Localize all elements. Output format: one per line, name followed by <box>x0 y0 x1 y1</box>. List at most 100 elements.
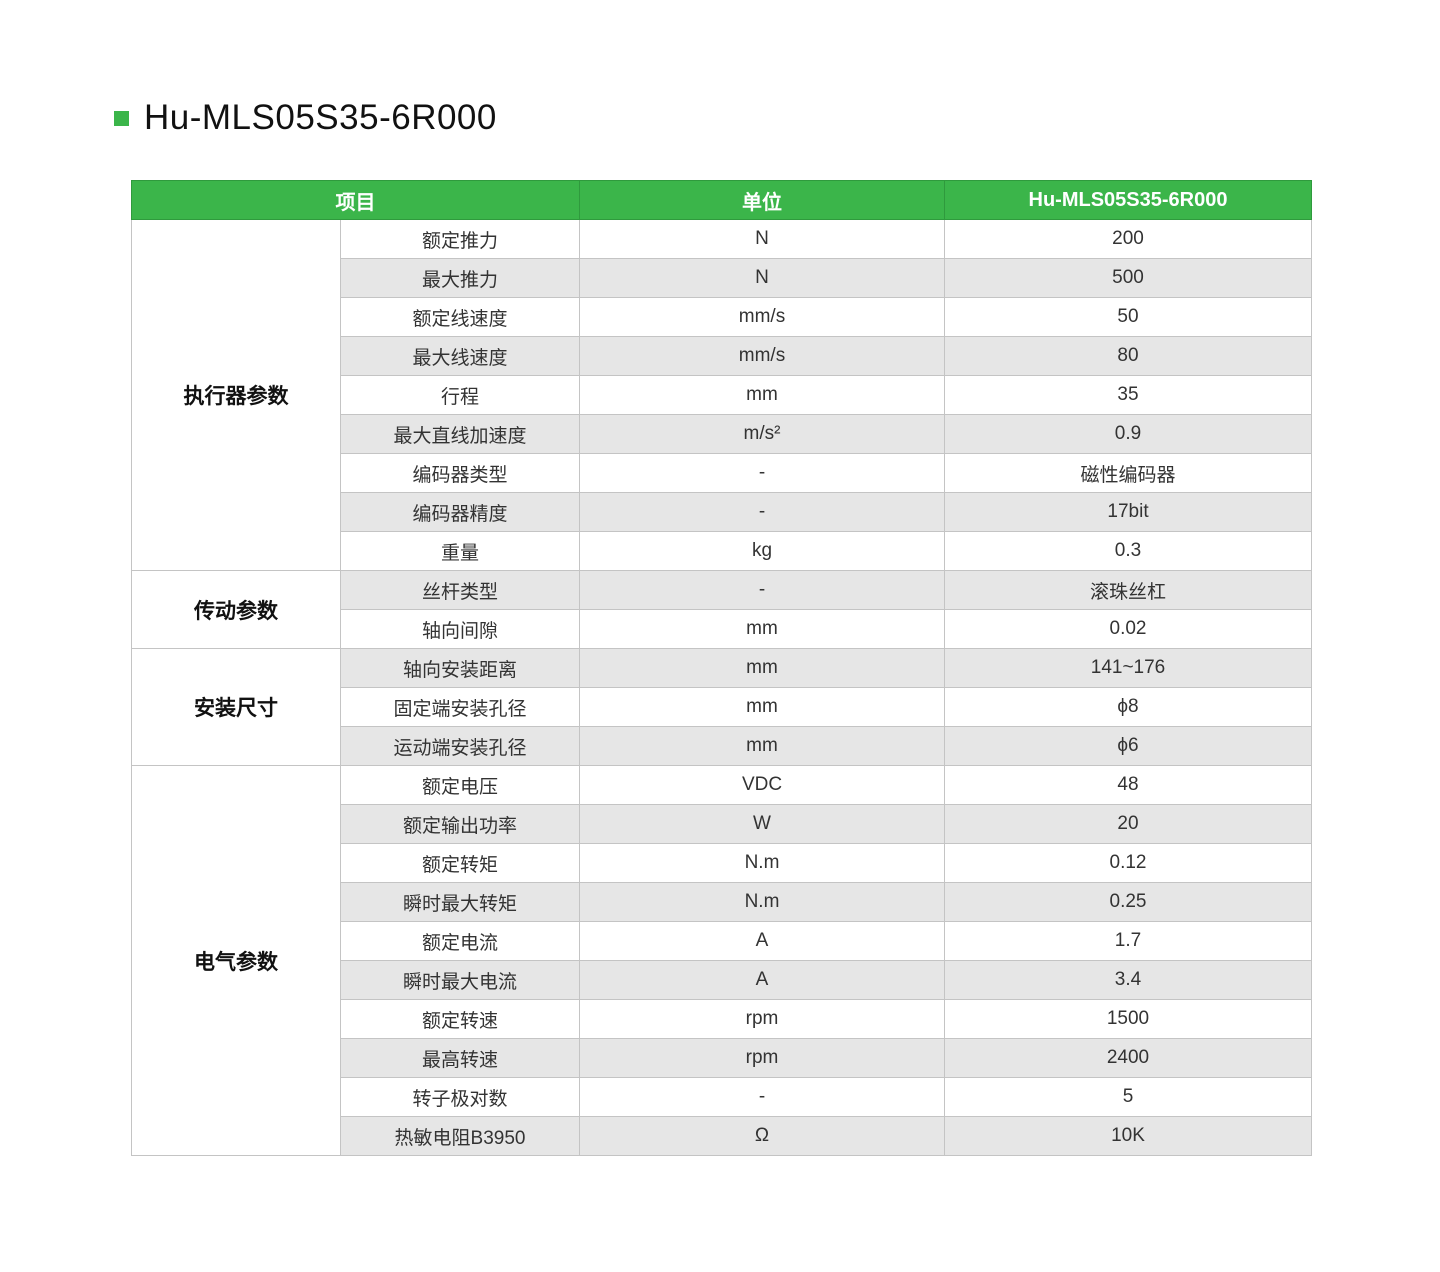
cell-item: 编码器类型 <box>340 453 580 493</box>
cell-item: 额定输出功率 <box>340 804 580 844</box>
cell-item: 额定推力 <box>340 219 580 259</box>
group-label: 电气参数 <box>131 765 341 1156</box>
table-row: 运动端安装孔径 mm ϕ6 <box>132 726 1312 766</box>
cell-value: ϕ8 <box>944 687 1312 727</box>
table-row: 额定线速度 mm/s 50 <box>132 297 1312 337</box>
cell-item: 额定线速度 <box>340 297 580 337</box>
cell-item: 运动端安装孔径 <box>340 726 580 766</box>
table-row: 传动参数 丝杆类型 - 滚珠丝杠 <box>131 570 1312 649</box>
cell-unit: mm <box>579 609 945 649</box>
cell-unit: A <box>579 960 945 1000</box>
cell-item: 最大线速度 <box>340 336 580 376</box>
cell-item: 额定转速 <box>340 999 580 1039</box>
cell-value: 2400 <box>944 1038 1312 1078</box>
table-row: 瞬时最大转矩 N.m 0.25 <box>132 882 1312 922</box>
cell-unit: - <box>579 1077 945 1117</box>
cell-value: 1.7 <box>944 921 1312 961</box>
cell-value: 1500 <box>944 999 1312 1039</box>
cell-value: 0.3 <box>944 531 1312 571</box>
cell-value: 磁性编码器 <box>944 453 1312 493</box>
cell-value: 20 <box>944 804 1312 844</box>
table-row: 瞬时最大电流 A 3.4 <box>132 960 1312 1000</box>
title-text: Hu-MLS05S35-6R000 <box>144 98 497 137</box>
cell-unit: N <box>579 219 945 259</box>
table-row: 编码器类型 - 磁性编码器 <box>132 453 1312 493</box>
cell-unit: N.m <box>579 882 945 922</box>
cell-unit: A <box>579 921 945 961</box>
cell-unit: mm <box>579 648 945 688</box>
cell-item: 瞬时最大转矩 <box>340 882 580 922</box>
table-row: 热敏电阻B3950 Ω 10K <box>132 1116 1312 1156</box>
table-row: 额定转矩 N.m 0.12 <box>132 843 1312 883</box>
cell-value: 50 <box>944 297 1312 337</box>
cell-item: 行程 <box>340 375 580 415</box>
spec-table: 项目 单位 Hu-MLS05S35-6R000 执行器参数 额定推力 N 200 最大推… <box>131 180 1312 1156</box>
cell-unit: m/s² <box>579 414 945 454</box>
cell-unit: rpm <box>579 1038 945 1078</box>
cell-unit: W <box>579 804 945 844</box>
table-row: 执行器参数 额定推力 N 200 <box>131 219 1312 571</box>
table-row: 最大推力 N 500 <box>132 258 1312 298</box>
cell-item: 额定转矩 <box>340 843 580 883</box>
table-row: 最高转速 rpm 2400 <box>132 1038 1312 1078</box>
cell-value: 5 <box>944 1077 1312 1117</box>
table-row: 重量 kg 0.3 <box>132 531 1312 571</box>
cell-item: 固定端安装孔径 <box>340 687 580 727</box>
table-row: 编码器精度 -17bit <box>132 492 1312 532</box>
cell-item: 额定电压 <box>340 765 580 805</box>
group-label: 传动参数 <box>131 570 341 649</box>
cell-item: 丝杆类型 <box>340 570 580 610</box>
cell-unit: VDC <box>579 765 945 805</box>
cell-value: 48 <box>944 765 1312 805</box>
green-square-icon <box>114 110 129 126</box>
cell-value: 0.12 <box>944 843 1312 883</box>
cell-unit: mm <box>579 726 945 766</box>
header-unit: 单位 <box>579 180 945 220</box>
table-row: 轴向间隙 mm 0.02 <box>132 609 1312 649</box>
table-row: 安装尺寸 轴向安装距离 mm 141~176 <box>131 648 1312 766</box>
cell-item: 最大直线加速度 <box>340 414 580 454</box>
cell-value: 500 <box>944 258 1312 298</box>
cell-value: 滚珠丝杠 <box>944 570 1312 610</box>
cell-unit: mm <box>579 687 945 727</box>
cell-value: 0.25 <box>944 882 1312 922</box>
cell-value: 141~176 <box>944 648 1312 688</box>
table-row: 额定转速 rpm 1500 <box>132 999 1312 1039</box>
cell-value: 80 <box>944 336 1312 376</box>
cell-item: 额定电流 <box>340 921 580 961</box>
page-title: Hu-MLS05S35-6R000 <box>114 98 497 138</box>
cell-unit: mm/s <box>579 336 945 376</box>
table-row: 电气参数 额定电压 VDC 48 <box>131 765 1312 1156</box>
cell-unit: Ω <box>579 1116 945 1156</box>
group-label: 安装尺寸 <box>131 648 341 766</box>
cell-item: 重量 <box>340 531 580 571</box>
cell-unit: mm <box>579 375 945 415</box>
cell-unit: kg <box>579 531 945 571</box>
cell-item: 转子极对数 <box>340 1077 580 1117</box>
table-row: 固定端安装孔径 mm ϕ8 <box>132 687 1312 727</box>
cell-value: 0.9 <box>944 414 1312 454</box>
cell-unit: rpm <box>579 999 945 1039</box>
header-value: Hu-MLS05S35-6R000 <box>944 180 1312 220</box>
cell-item: 瞬时最大电流 <box>340 960 580 1000</box>
table-row: 最大线速度 mm/s 80 <box>132 336 1312 376</box>
cell-item: 最高转速 <box>340 1038 580 1078</box>
cell-item: 编码器精度 <box>340 492 580 532</box>
cell-item: 热敏电阻B3950 <box>340 1116 580 1156</box>
cell-unit: - <box>579 492 945 532</box>
cell-unit: N.m <box>579 843 945 883</box>
cell-item: 最大推力 <box>340 258 580 298</box>
cell-item: 轴向安装距离 <box>340 648 580 688</box>
cell-unit: - <box>579 453 945 493</box>
cell-unit: mm/s <box>579 297 945 337</box>
group-label: 执行器参数 <box>131 219 341 571</box>
cell-unit: - <box>579 570 945 610</box>
cell-value: 35 <box>944 375 1312 415</box>
cell-value: 17bit <box>944 492 1312 532</box>
header-item: 项目 <box>131 180 580 220</box>
table-row: 行程 mm 35 <box>132 375 1312 415</box>
table-row: 最大直线加速度 m/s² 0.9 <box>132 414 1312 454</box>
cell-value: 200 <box>944 219 1312 259</box>
cell-item: 轴向间隙 <box>340 609 580 649</box>
cell-value: ϕ6 <box>944 726 1312 766</box>
